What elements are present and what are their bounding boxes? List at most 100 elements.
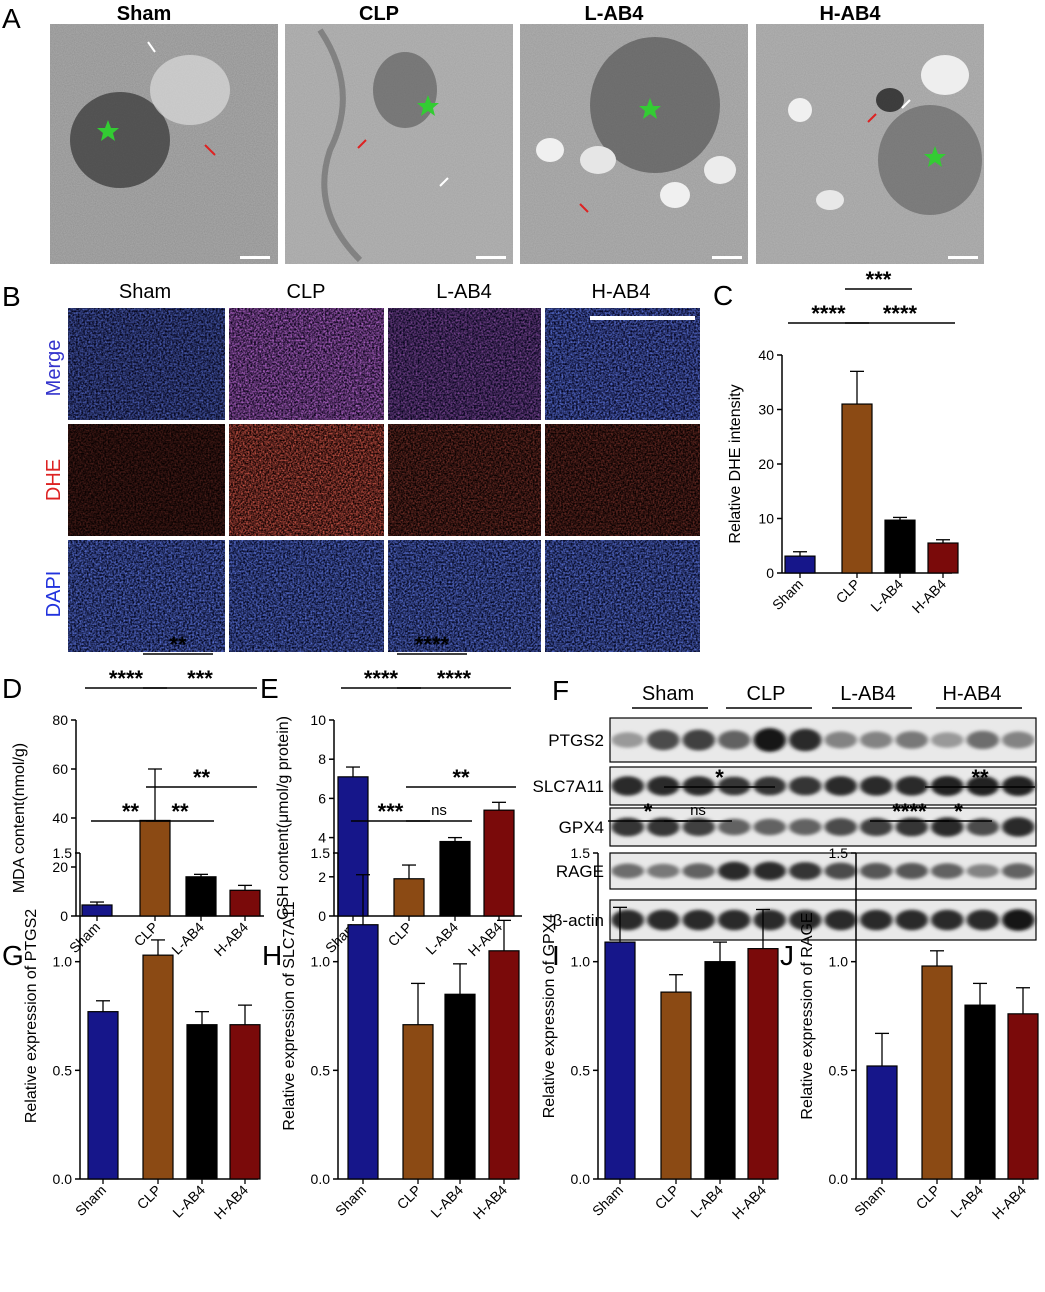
y-tick-label: 20 — [758, 456, 774, 472]
blot-band — [646, 817, 680, 837]
blot-band — [788, 818, 822, 836]
bar — [444, 993, 476, 1180]
blot-protein-label: RAGE — [556, 862, 604, 881]
blot-band — [824, 909, 858, 931]
blot-band — [824, 818, 858, 836]
significance-label: ns — [690, 802, 706, 819]
blot-band — [646, 863, 680, 879]
blot-band — [859, 817, 893, 837]
green-star-marker — [417, 95, 439, 116]
category-label: L-AB4 — [168, 919, 207, 958]
tem-title-l-ab4: L-AB4 — [585, 3, 645, 25]
y-tick-label: 80 — [52, 712, 68, 728]
y-axis-label: Relative expression of GPX4 — [541, 914, 558, 1119]
blot-group-label: CLP — [747, 683, 786, 705]
bar — [185, 876, 217, 917]
blot-protein-label: GPX4 — [559, 818, 604, 837]
blot-band — [895, 776, 929, 796]
row-label-dapi: DAPI — [43, 571, 65, 618]
bar — [229, 889, 261, 917]
bar — [704, 961, 736, 1180]
tem-h-ab4: H-AB4 — [756, 3, 984, 264]
panel-a-letter: A — [2, 3, 21, 34]
blot-band — [788, 862, 822, 880]
bar — [866, 1065, 898, 1180]
blot-band — [717, 909, 751, 931]
blot-band — [930, 863, 964, 879]
blot-band — [966, 818, 1000, 836]
tem-sham: Sham — [50, 3, 278, 264]
fluo-title-l-ab4: L-AB4 — [436, 281, 492, 303]
panel-f: F Sham CLP L-AB4 H-AB4 PTGS2 SLC7A11 GPX4 RAGE β… — [532, 675, 1037, 941]
blot-band — [611, 776, 645, 796]
category-label: CLP — [394, 1182, 425, 1213]
panel-letter: D — [2, 673, 22, 704]
chart-h: H 0.0 0.5 1.0 1.5 Relative expression of SLC7… — [262, 765, 520, 1223]
blot-band — [895, 731, 929, 749]
y-tick-label: 20 — [52, 859, 68, 875]
y-tick-label: 1.5 — [53, 845, 73, 861]
category-label: CLP — [131, 919, 162, 950]
fluo-title-h-ab4: H-AB4 — [592, 281, 651, 303]
blot-band — [895, 909, 929, 931]
fluo-row-dhe — [68, 424, 700, 536]
y-tick-label: 0.5 — [829, 1062, 849, 1078]
category-label: CLP — [652, 1182, 683, 1213]
y-axis-label: Relative expression of SLC7A11 — [281, 901, 298, 1130]
tem-title-clp: CLP — [359, 3, 399, 25]
blot-band — [753, 776, 787, 796]
blot-band — [753, 861, 787, 881]
chart-g: G 0.0 0.5 1.0 1.5 Relative expression of PTGS… — [2, 765, 261, 1222]
significance-label: **** — [437, 666, 472, 691]
category-label: H-AB4 — [909, 576, 950, 617]
bar — [964, 1004, 996, 1180]
green-star-marker — [97, 120, 119, 141]
category-label: L-AB4 — [422, 919, 461, 958]
y-tick-label: 1.5 — [311, 845, 331, 861]
tem-l-ab4: L-AB4 — [520, 3, 748, 264]
blot-band — [930, 909, 964, 931]
green-star-marker — [639, 98, 661, 119]
blot-band — [895, 862, 929, 880]
blot-group-label: Sham — [642, 683, 694, 705]
bar — [921, 965, 953, 1180]
bar — [439, 840, 471, 917]
blot-band — [753, 728, 787, 752]
chart-c: C 0 10 20 30 40 Relative DHE intensity Sham CLP L… — [713, 267, 959, 617]
category-label: CLP — [913, 1182, 944, 1213]
blot-band — [788, 909, 822, 931]
blot-band — [682, 817, 716, 837]
bar — [927, 542, 959, 574]
category-label: H-AB4 — [470, 1182, 511, 1223]
white-arrow-marker — [147, 41, 156, 53]
blot-band — [930, 732, 964, 748]
category-label: CLP — [833, 576, 864, 607]
blot-strip — [609, 852, 1037, 890]
panel-f-letter: F — [552, 675, 569, 706]
significance-label: *** — [866, 267, 892, 292]
y-tick-label: 0 — [60, 908, 68, 924]
fluo-title-sham: Sham — [119, 281, 171, 303]
blot-band — [966, 730, 1000, 750]
significance-label: **** — [415, 632, 450, 657]
category-label: Sham — [851, 1182, 888, 1219]
blot-band — [611, 909, 645, 931]
panel-b-letter: B — [2, 281, 21, 312]
blot-band — [1001, 817, 1035, 837]
significance-label: **** — [811, 301, 846, 326]
significance-label: **** — [109, 666, 144, 691]
y-tick-label: 0.5 — [53, 1062, 73, 1078]
blot-band — [717, 730, 751, 750]
bar — [784, 555, 816, 574]
y-tick-label: 6 — [318, 790, 326, 806]
y-tick-label: 0.5 — [311, 1062, 331, 1078]
blot-band — [646, 909, 680, 931]
y-tick-label: 60 — [52, 761, 68, 777]
y-tick-label: 0.0 — [53, 1171, 73, 1187]
blot-strip — [609, 807, 1037, 847]
significance-label: ** — [169, 632, 187, 657]
bar — [747, 948, 779, 1180]
